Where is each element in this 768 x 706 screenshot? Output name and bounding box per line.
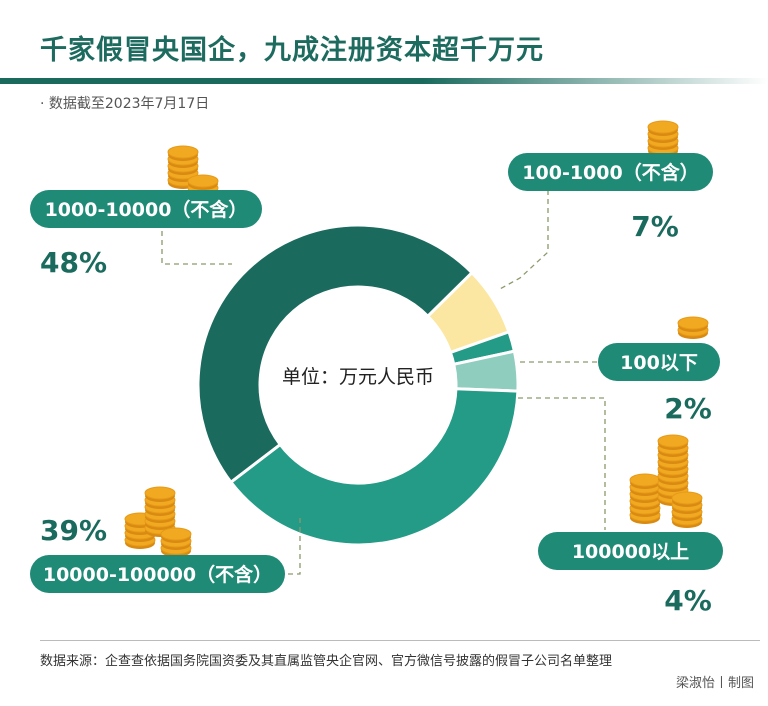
title-rule (0, 78, 768, 84)
s7-label: 100-1000（不含） (522, 161, 698, 184)
s7-pill (508, 153, 713, 191)
s39-pill (30, 555, 285, 593)
s4-leader (518, 397, 606, 530)
credit: 梁淑怡丨制图 (675, 676, 754, 691)
s4-value-label: 4% (664, 584, 712, 617)
donut-chart: 单位：万元人民币 1000-10000（不含） 48% 100-1000（不含） 7% 1… (30, 120, 723, 617)
chart-title: 千家假冒央国企，九成注册资本超千万元 (40, 35, 544, 66)
donut-slice (228, 387, 520, 547)
center-label: 单位：万元人民币 (282, 366, 434, 388)
s7-value-label: 7% (631, 210, 679, 243)
donut-slice (196, 223, 475, 485)
coin-stack-icon (124, 486, 192, 557)
s39-label: 10000-100000（不含） (43, 563, 272, 586)
s2-value-label: 2% (664, 392, 712, 425)
s48-value-label: 48% (40, 246, 107, 279)
s4-label: 100000以上 (572, 541, 689, 563)
s2-pill (598, 343, 720, 381)
coin-stack-icon (167, 145, 219, 197)
data-source: 数据来源：企查查依据国务院国资委及其直属监管央企官网、官方微信号披露的假冒子公司… (40, 654, 613, 669)
s7-leader (497, 190, 549, 291)
s48-leader (161, 222, 232, 265)
subtitle: · 数据截至2023年7月17日 (40, 96, 210, 112)
s39-leader (285, 518, 301, 575)
coin-stack-icon (629, 434, 703, 528)
coin-stack-icon (677, 316, 709, 339)
s48-pill (30, 190, 262, 228)
s48-label: 1000-10000（不含） (45, 198, 248, 221)
s2-label: 100以下 (620, 352, 698, 374)
s4-pill (538, 532, 723, 570)
footer-rule (40, 640, 760, 641)
s39-value-label: 39% (40, 514, 107, 547)
